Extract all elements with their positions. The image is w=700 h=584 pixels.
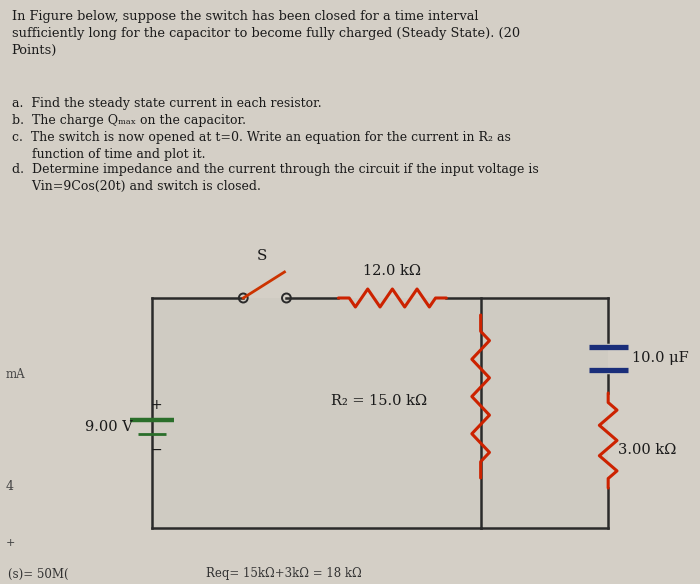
Text: 12.0 kΩ: 12.0 kΩ	[363, 264, 421, 278]
Text: −: −	[150, 443, 162, 457]
Text: c.  The switch is now opened at t=0. Write an equation for the current in R₂ as
: c. The switch is now opened at t=0. Writ…	[12, 131, 510, 161]
Text: Req= 15kΩ+3kΩ = 18 kΩ: Req= 15kΩ+3kΩ = 18 kΩ	[206, 568, 362, 580]
Text: b.  The charge Qₘₐₓ on the capacitor.: b. The charge Qₘₐₓ on the capacitor.	[12, 114, 246, 127]
Text: +: +	[150, 398, 162, 412]
Text: 4: 4	[6, 481, 14, 493]
Text: a.  Find the steady state current in each resistor.: a. Find the steady state current in each…	[12, 97, 321, 110]
Text: In Figure below, suppose the switch has been closed for a time interval
sufficie: In Figure below, suppose the switch has …	[12, 10, 520, 57]
Text: 10.0 μF: 10.0 μF	[631, 351, 689, 365]
Text: (s)= 50M(: (s)= 50M(	[8, 568, 69, 580]
Text: mA: mA	[6, 369, 25, 381]
Text: 9.00 V: 9.00 V	[85, 420, 133, 434]
Text: 3.00 kΩ: 3.00 kΩ	[618, 443, 676, 457]
Text: +: +	[6, 538, 15, 548]
Text: d.  Determine impedance and the current through the circuit if the input voltage: d. Determine impedance and the current t…	[12, 163, 538, 193]
Text: R₂ = 15.0 kΩ: R₂ = 15.0 kΩ	[330, 394, 427, 408]
FancyBboxPatch shape	[152, 298, 608, 528]
Text: S: S	[257, 249, 267, 263]
